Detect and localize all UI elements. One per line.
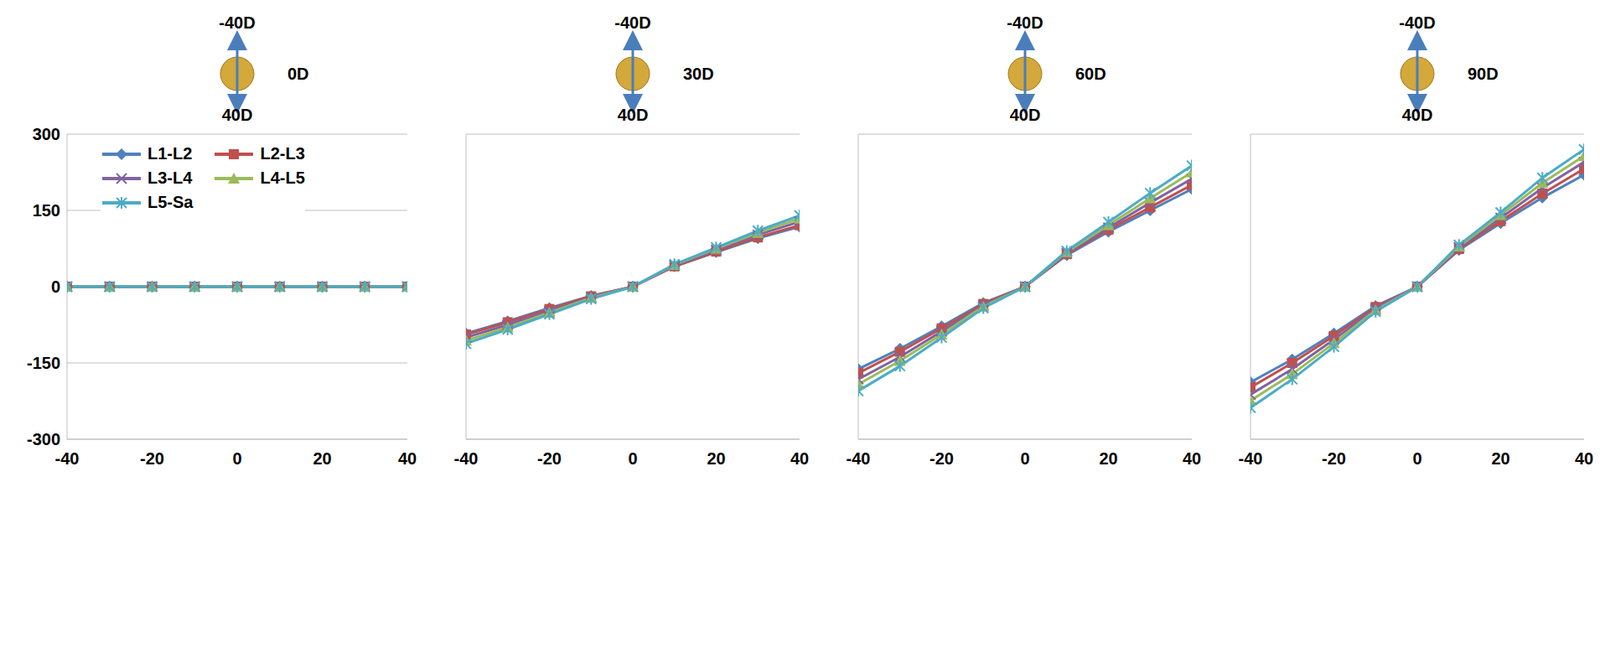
svg-text:-40D: -40D [614, 13, 651, 32]
svg-text:-20: -20 [929, 449, 954, 468]
svg-text:-40D: -40D [1006, 13, 1043, 32]
svg-text:-40: -40 [55, 449, 80, 468]
svg-text:-150: -150 [26, 353, 61, 373]
svg-text:40: 40 [1182, 449, 1202, 468]
html-text:L3-L4: L3-L4 [147, 168, 193, 187]
html-text:L5-Sa: L5-Sa [147, 192, 194, 212]
svg-text:40D: 40D [222, 105, 254, 125]
html-text:L2-L3: L2-L3 [260, 144, 305, 163]
svg-text:-20: -20 [537, 449, 562, 468]
svg-text:0D: 0D [287, 64, 310, 83]
svg-text:-40: -40 [1238, 449, 1264, 468]
svg-text:90D: 90D [1467, 64, 1499, 83]
svg-text:300: 300 [32, 124, 61, 144]
svg-text:20: 20 [1491, 449, 1510, 468]
html-text:L4-L5: L4-L5 [260, 168, 305, 187]
svg-text:20: 20 [1098, 449, 1118, 468]
svg-text:150: 150 [32, 201, 61, 220]
svg-text:40: 40 [790, 449, 809, 468]
svg-text:20: 20 [312, 449, 332, 468]
svg-text:0: 0 [51, 277, 61, 296]
svg-text:0: 0 [1020, 449, 1030, 468]
svg-text:-20: -20 [1321, 449, 1347, 468]
html-text:L1-L2: L1-L2 [147, 144, 193, 163]
svg-text:20: 20 [706, 449, 725, 468]
svg-text:-300: -300 [26, 429, 61, 449]
svg-text:-40: -40 [846, 449, 871, 468]
svg-text:40: 40 [1574, 449, 1594, 468]
svg-text:-40: -40 [454, 449, 479, 468]
svg-text:-40D: -40D [1398, 13, 1435, 32]
svg-text:0: 0 [1412, 449, 1422, 468]
svg-text:60D: 60D [1075, 64, 1107, 83]
svg-text:40D: 40D [1402, 105, 1434, 125]
svg-text:-20: -20 [139, 449, 165, 468]
svg-text:0: 0 [627, 449, 637, 468]
svg-text:40D: 40D [1009, 105, 1041, 125]
svg-text:0: 0 [232, 449, 242, 468]
svg-text:-40D: -40D [218, 13, 255, 32]
svg-text:30D: 30D [683, 64, 715, 83]
svg-text:40D: 40D [617, 105, 649, 125]
svg-text:40: 40 [398, 449, 417, 468]
